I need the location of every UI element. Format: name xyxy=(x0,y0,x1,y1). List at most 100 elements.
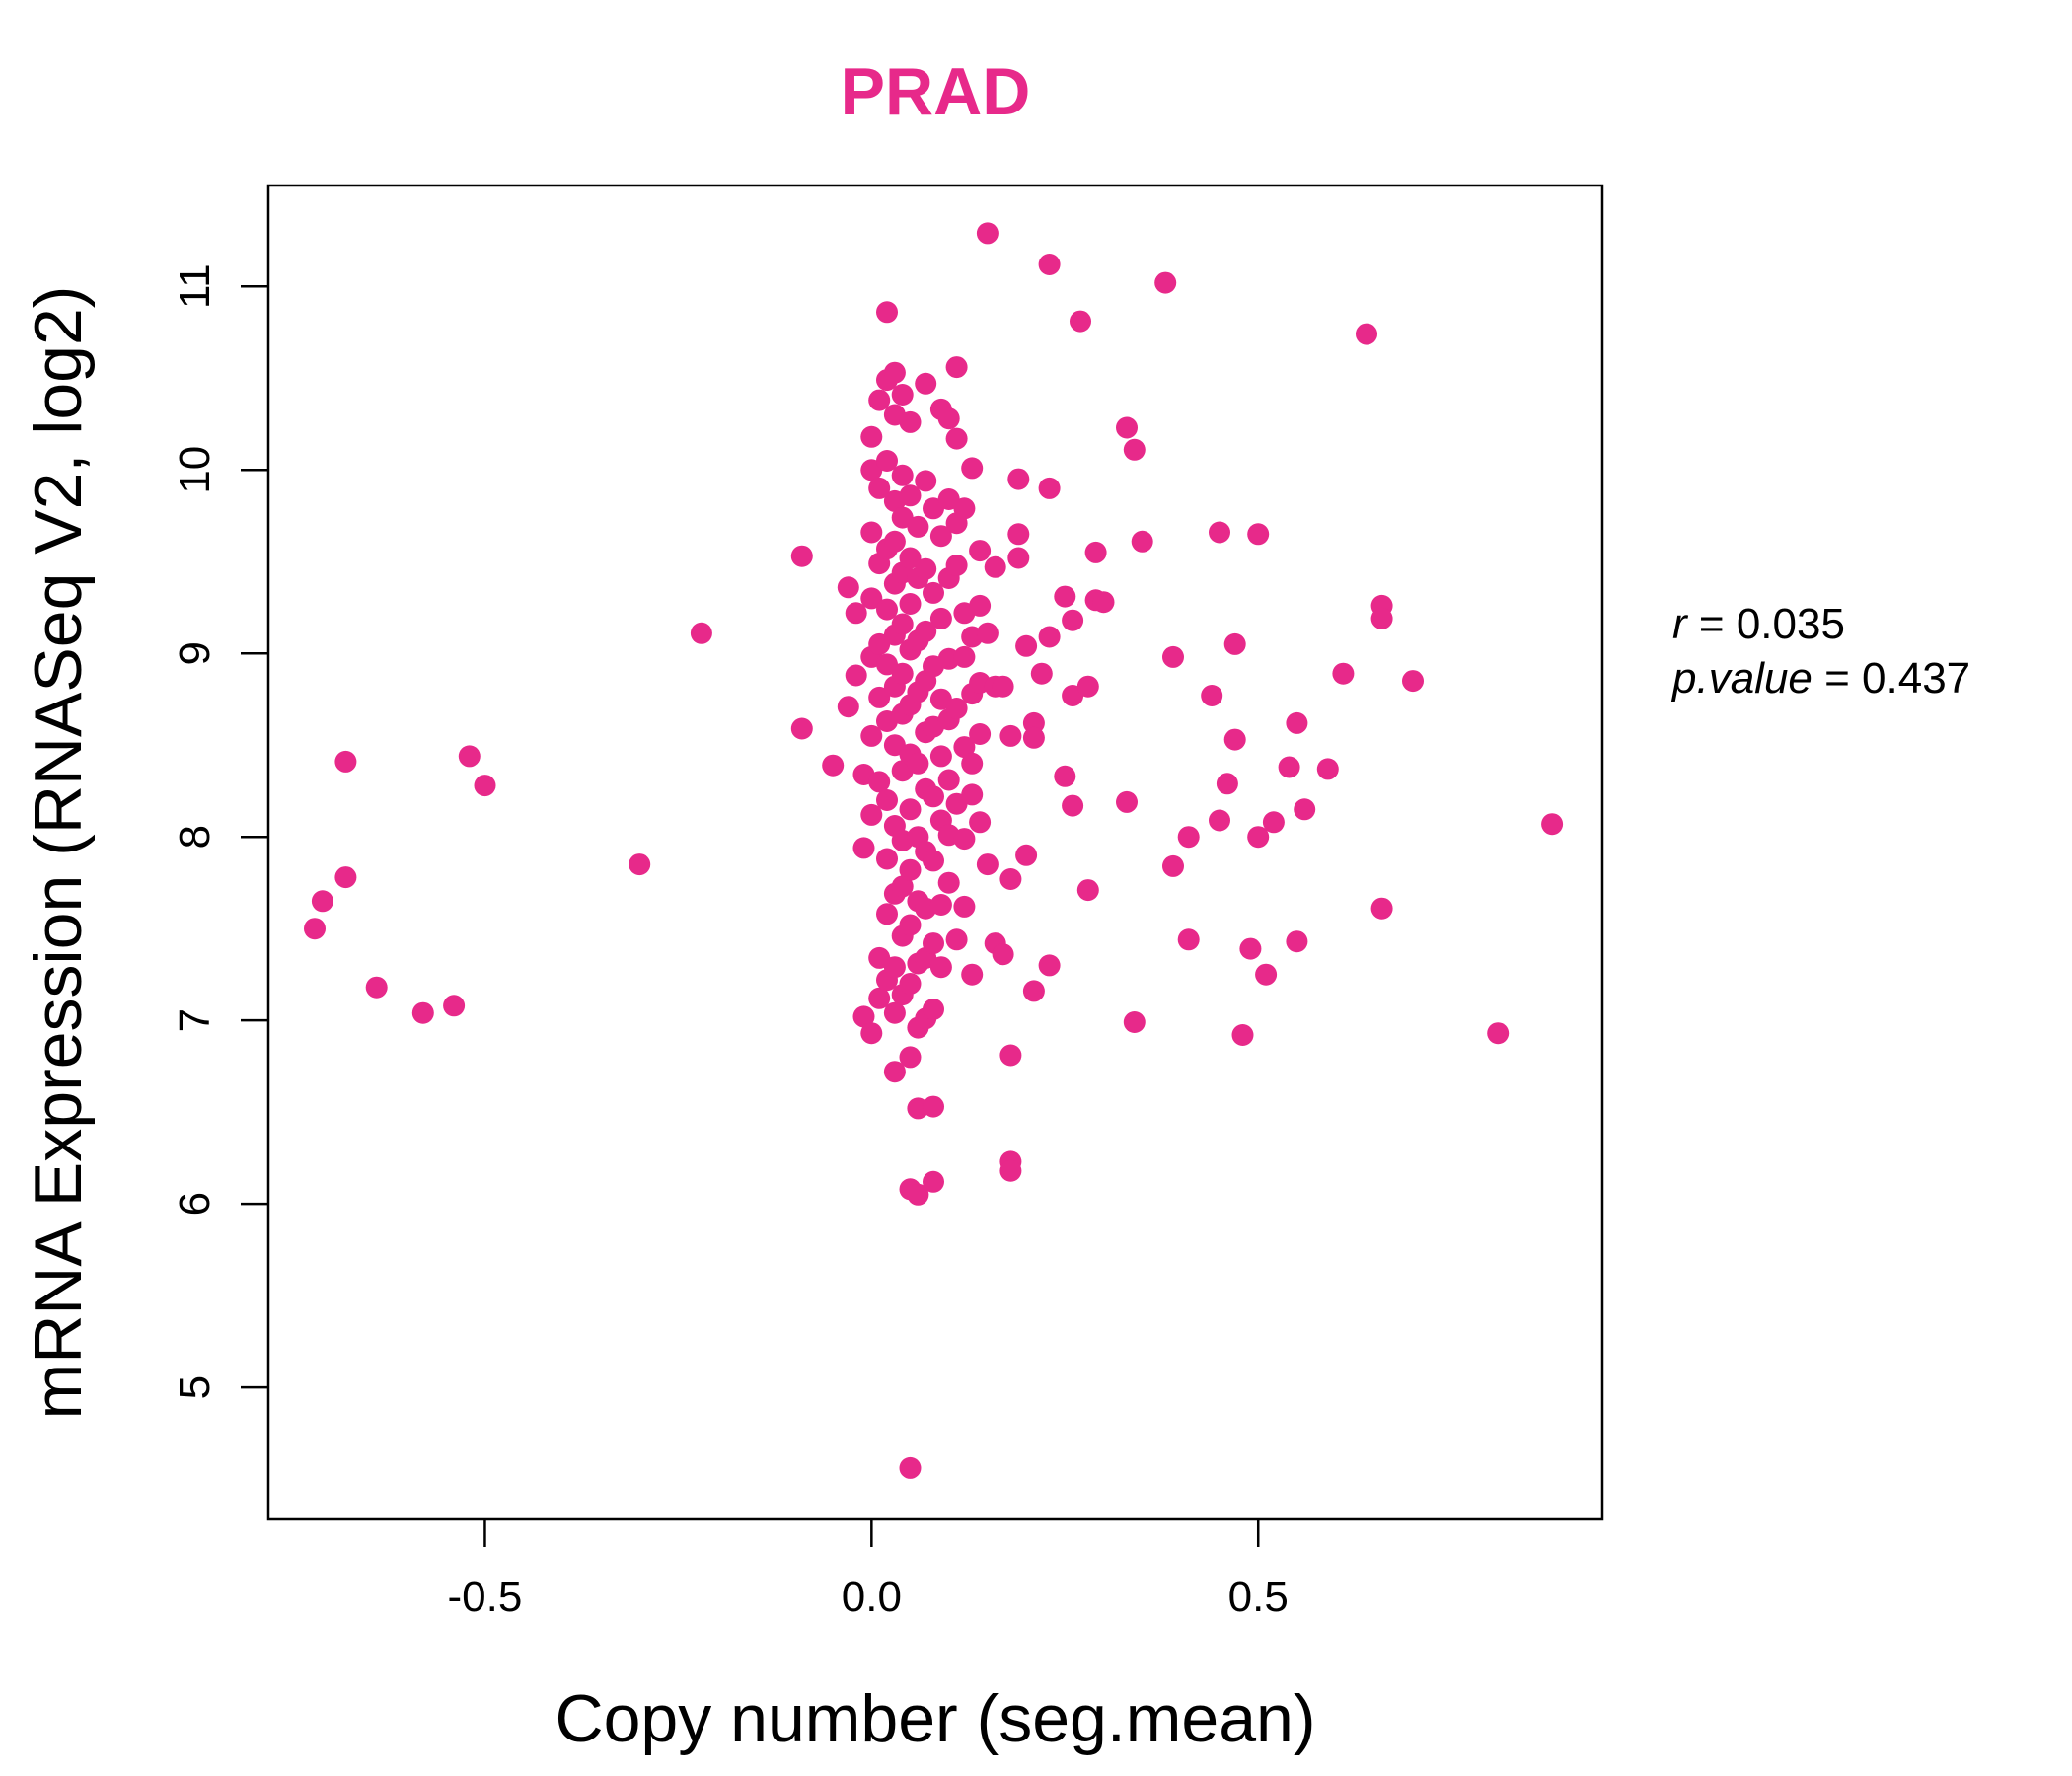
data-point xyxy=(1062,609,1084,631)
data-point xyxy=(976,853,999,876)
data-point xyxy=(961,457,984,480)
data-point xyxy=(899,1456,922,1479)
data-point xyxy=(953,497,976,520)
data-point xyxy=(945,356,968,379)
data-point xyxy=(883,956,906,979)
data-point xyxy=(411,1001,434,1024)
data-point xyxy=(1015,634,1038,657)
data-point xyxy=(1116,790,1138,813)
data-point xyxy=(1076,879,1099,902)
data-point xyxy=(1262,811,1285,834)
x-tick-label: 0.5 xyxy=(1228,1573,1289,1621)
data-point xyxy=(923,581,944,604)
data-point xyxy=(1247,523,1270,546)
data-point xyxy=(876,848,898,870)
data-point xyxy=(860,1022,883,1045)
data-point xyxy=(953,645,976,668)
data-point xyxy=(969,540,992,562)
data-point xyxy=(845,664,867,687)
data-point xyxy=(852,1005,875,1028)
data-point xyxy=(915,372,937,395)
data-point xyxy=(961,783,984,806)
data-point xyxy=(961,963,984,986)
plot-frame xyxy=(266,184,1604,1521)
data-point xyxy=(945,698,968,719)
data-point xyxy=(1223,728,1246,751)
data-point xyxy=(1038,626,1061,648)
data-point xyxy=(1370,897,1393,920)
data-point xyxy=(883,530,906,553)
data-point xyxy=(822,754,845,777)
data-point xyxy=(1038,254,1061,275)
data-point xyxy=(1370,607,1393,629)
data-point xyxy=(1294,798,1316,821)
data-point xyxy=(304,918,326,940)
data-point xyxy=(984,555,1006,578)
data-point xyxy=(899,798,922,821)
data-point xyxy=(992,943,1014,966)
data-point xyxy=(883,1001,906,1024)
data-point xyxy=(953,736,976,759)
data-point xyxy=(1255,963,1278,986)
data-point xyxy=(1356,323,1377,345)
data-point xyxy=(1030,662,1053,685)
data-point xyxy=(860,521,883,544)
data-point xyxy=(365,976,388,999)
data-point xyxy=(845,602,867,625)
data-point xyxy=(311,890,333,913)
data-point xyxy=(1076,675,1099,698)
data-point xyxy=(915,470,937,492)
x-tick-label: 0.0 xyxy=(842,1573,902,1621)
y-tick-label: 5 xyxy=(171,1375,219,1399)
data-point xyxy=(1201,685,1223,706)
data-point xyxy=(1286,930,1308,953)
data-point xyxy=(915,620,937,642)
data-point xyxy=(899,547,922,569)
data-point xyxy=(891,662,914,685)
data-point xyxy=(458,745,481,768)
data-point xyxy=(790,717,813,740)
data-point xyxy=(891,384,914,406)
data-point xyxy=(690,622,712,644)
data-point xyxy=(852,837,875,859)
r-label: r xyxy=(1672,600,1689,648)
data-point xyxy=(1177,826,1200,849)
data-point xyxy=(1154,271,1177,294)
data-point xyxy=(1278,756,1300,778)
data-point xyxy=(1162,645,1184,668)
data-point xyxy=(1123,1011,1146,1033)
y-tick-label: 7 xyxy=(171,1008,219,1032)
y-tick-label: 8 xyxy=(171,825,219,849)
data-point xyxy=(868,389,891,411)
data-point xyxy=(629,853,651,876)
data-point xyxy=(999,724,1022,747)
x-tick-label: -0.5 xyxy=(448,1573,523,1621)
data-point xyxy=(443,995,466,1017)
data-point xyxy=(1007,468,1030,490)
data-point xyxy=(953,828,976,851)
data-point xyxy=(923,850,944,872)
data-point xyxy=(899,593,922,615)
data-point xyxy=(868,771,891,793)
data-point xyxy=(1247,826,1270,849)
data-point xyxy=(1209,809,1230,832)
data-point xyxy=(945,555,968,576)
data-point xyxy=(999,868,1022,890)
x-axis-label: Copy number (seg.mean) xyxy=(555,1681,1315,1756)
data-point xyxy=(1054,765,1076,787)
data-point xyxy=(923,999,944,1020)
data-point xyxy=(923,785,944,808)
data-point xyxy=(1092,591,1115,614)
data-point xyxy=(929,894,952,916)
data-point xyxy=(883,361,906,384)
data-point xyxy=(1316,758,1339,780)
data-point xyxy=(891,613,914,635)
data-point xyxy=(474,775,496,797)
data-point xyxy=(1231,1024,1254,1046)
data-point xyxy=(1131,530,1153,553)
data-point xyxy=(999,1044,1022,1067)
data-point xyxy=(945,427,968,450)
data-point xyxy=(1038,954,1061,977)
data-point xyxy=(929,525,952,548)
